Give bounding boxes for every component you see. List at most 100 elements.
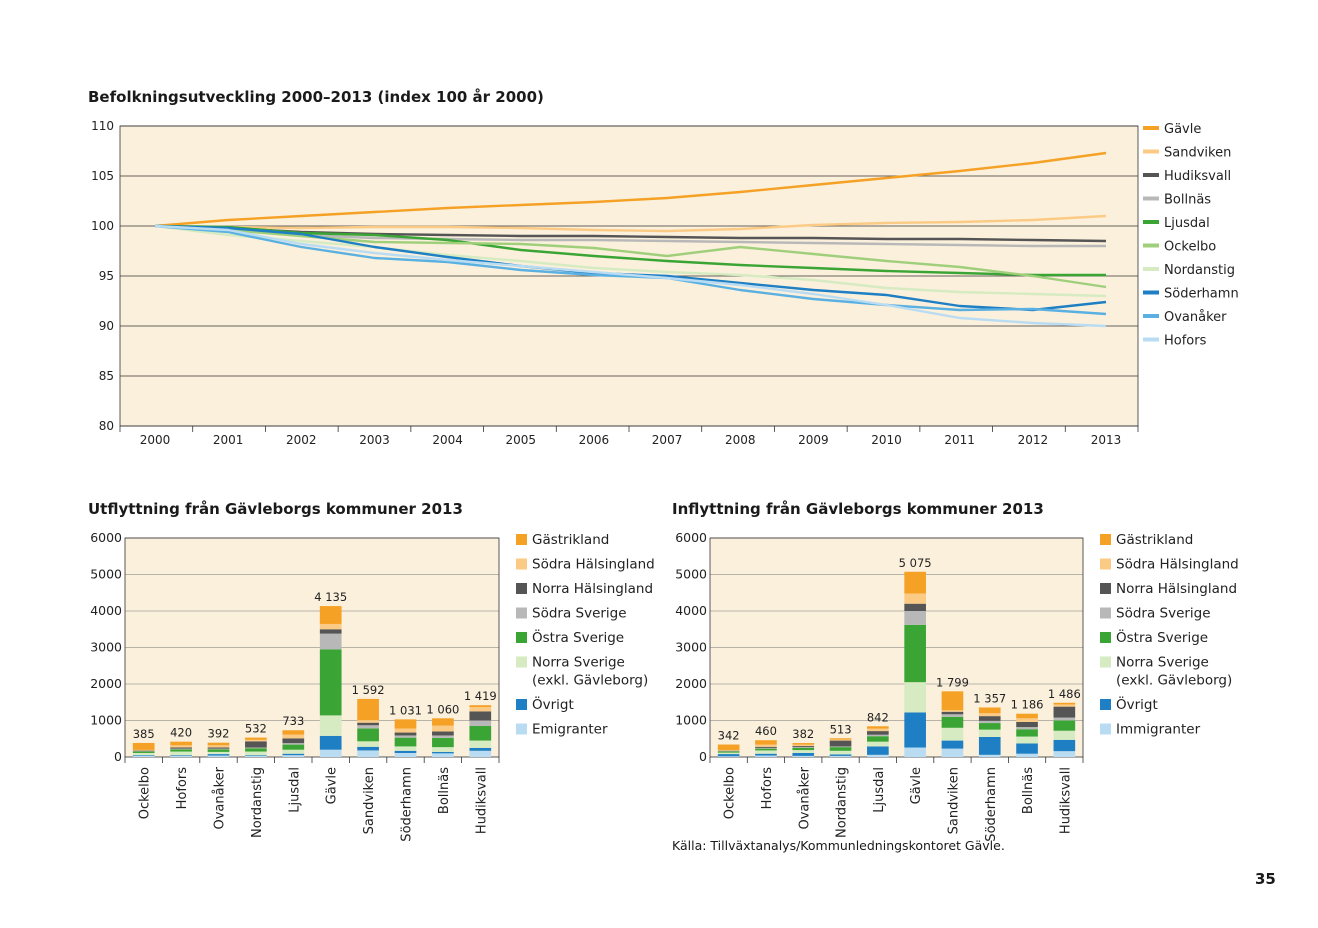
bar-segment	[132, 742, 155, 750]
bar-segment	[207, 755, 230, 757]
bar-segment	[132, 749, 155, 751]
bar-segment	[432, 753, 454, 757]
bar-segment	[867, 741, 889, 747]
bar-segment	[755, 755, 777, 757]
x-tick-label: Ljusdal	[287, 767, 302, 813]
bar-segment	[469, 720, 492, 726]
series-line-6	[154, 224, 1107, 298]
bar-segment	[829, 739, 852, 741]
bar-segment	[207, 754, 230, 756]
total-label: 1 357	[973, 691, 1006, 705]
total-label: 532	[245, 722, 267, 736]
x-tick-label: Bollnäs	[1021, 767, 1036, 814]
y-tick-label: 5000	[90, 567, 122, 582]
legend-label: Gävle	[1164, 122, 1201, 137]
legend-swatch	[1100, 534, 1111, 545]
bar-segment	[207, 751, 230, 755]
bar-segment	[132, 751, 155, 753]
bar-segment	[1016, 743, 1038, 754]
total-label: 1 186	[1011, 698, 1044, 712]
bar-segment	[829, 747, 852, 751]
x-tick-label: 2013	[1091, 433, 1122, 447]
bar-segment	[867, 736, 889, 742]
legend-swatch	[1100, 583, 1111, 594]
legend-label: Immigranter	[1116, 722, 1201, 738]
bar-segment	[282, 730, 305, 735]
bar-segment	[357, 750, 379, 757]
x-tick-label: Gävle	[325, 767, 340, 804]
bar-segment	[867, 754, 889, 757]
bar-segment	[357, 725, 379, 729]
bar-segment	[132, 755, 155, 756]
legend-label: Nordanstig	[1164, 263, 1235, 278]
total-label: 1 799	[936, 675, 969, 689]
bar-segment	[941, 691, 964, 711]
x-tick-label: Söderhamn	[984, 767, 999, 842]
legend-label: Gästrikland	[1116, 532, 1193, 548]
x-tick-label: 2009	[798, 433, 829, 447]
bar-segment	[432, 718, 454, 726]
bar-segment	[469, 747, 492, 751]
y-tick-label: 1000	[675, 713, 707, 728]
total-label: 382	[792, 727, 814, 741]
bar-segment	[170, 747, 192, 749]
bar-segment	[1016, 729, 1038, 737]
bar-segment	[904, 747, 926, 757]
total-label: 420	[170, 726, 192, 740]
bar-segment	[394, 746, 417, 751]
total-label: 1 419	[464, 689, 497, 703]
legend-label: (exkl. Gävleborg)	[532, 673, 648, 689]
bar-segment	[792, 747, 815, 748]
series-line-0	[154, 151, 1107, 228]
bar-segment	[1053, 717, 1076, 721]
y-tick-label: 0	[699, 749, 707, 764]
x-tick-label: Sandviken	[362, 767, 377, 834]
x-tick-label: 2012	[1018, 433, 1049, 447]
y-tick-label: 6000	[675, 530, 707, 545]
bar-segment	[432, 751, 454, 754]
line-chart-title: Befolkningsutveckling 2000–2013 (index 1…	[88, 88, 544, 106]
x-tick-label: 2003	[359, 433, 390, 447]
bar-segment	[978, 736, 1001, 755]
bar-segment	[170, 745, 192, 748]
bar-segment	[904, 712, 926, 748]
bar-segment	[245, 741, 267, 748]
bar-segment	[941, 716, 964, 728]
x-tick-label: 2007	[652, 433, 683, 447]
bar-segment	[904, 682, 926, 713]
x-tick-label: Bollnäs	[437, 767, 452, 814]
y-tick-label: 2000	[90, 676, 122, 691]
legend-label: Övrigt	[1116, 695, 1158, 713]
bar-segment	[717, 756, 740, 757]
y-tick-label: 1000	[90, 713, 122, 728]
bar-segment	[978, 707, 1001, 714]
bar-segment	[319, 629, 342, 634]
bar-segment	[1053, 702, 1076, 705]
y-tick-label: 110	[91, 119, 114, 133]
x-tick-label: 2001	[213, 433, 244, 447]
bar-segment	[717, 754, 740, 757]
bar-segment	[319, 606, 342, 624]
legend-label: Södra Hälsingland	[1116, 557, 1239, 573]
bar-segment	[282, 749, 305, 754]
bar-segment	[904, 603, 926, 611]
x-tick-label: Sandviken	[946, 767, 961, 834]
bar-segment	[867, 726, 889, 729]
y-tick-label: 90	[99, 319, 114, 333]
bar-segment	[755, 747, 777, 749]
bar-segment	[170, 749, 192, 752]
x-tick-label: Söderhamn	[400, 767, 415, 842]
bar-segment	[867, 746, 889, 755]
total-label: 4 135	[314, 590, 347, 604]
series-line-9	[154, 224, 1107, 328]
bar-segment	[282, 738, 305, 744]
bar-segment	[245, 737, 267, 740]
x-tick-label: Hudiksvall	[474, 767, 489, 834]
bar-segment	[207, 749, 230, 752]
x-tick-label: 2006	[579, 433, 610, 447]
bar-segment	[282, 734, 305, 739]
y-tick-label: 85	[99, 369, 114, 383]
bar-segment	[717, 751, 740, 753]
bar-segment	[469, 711, 492, 721]
